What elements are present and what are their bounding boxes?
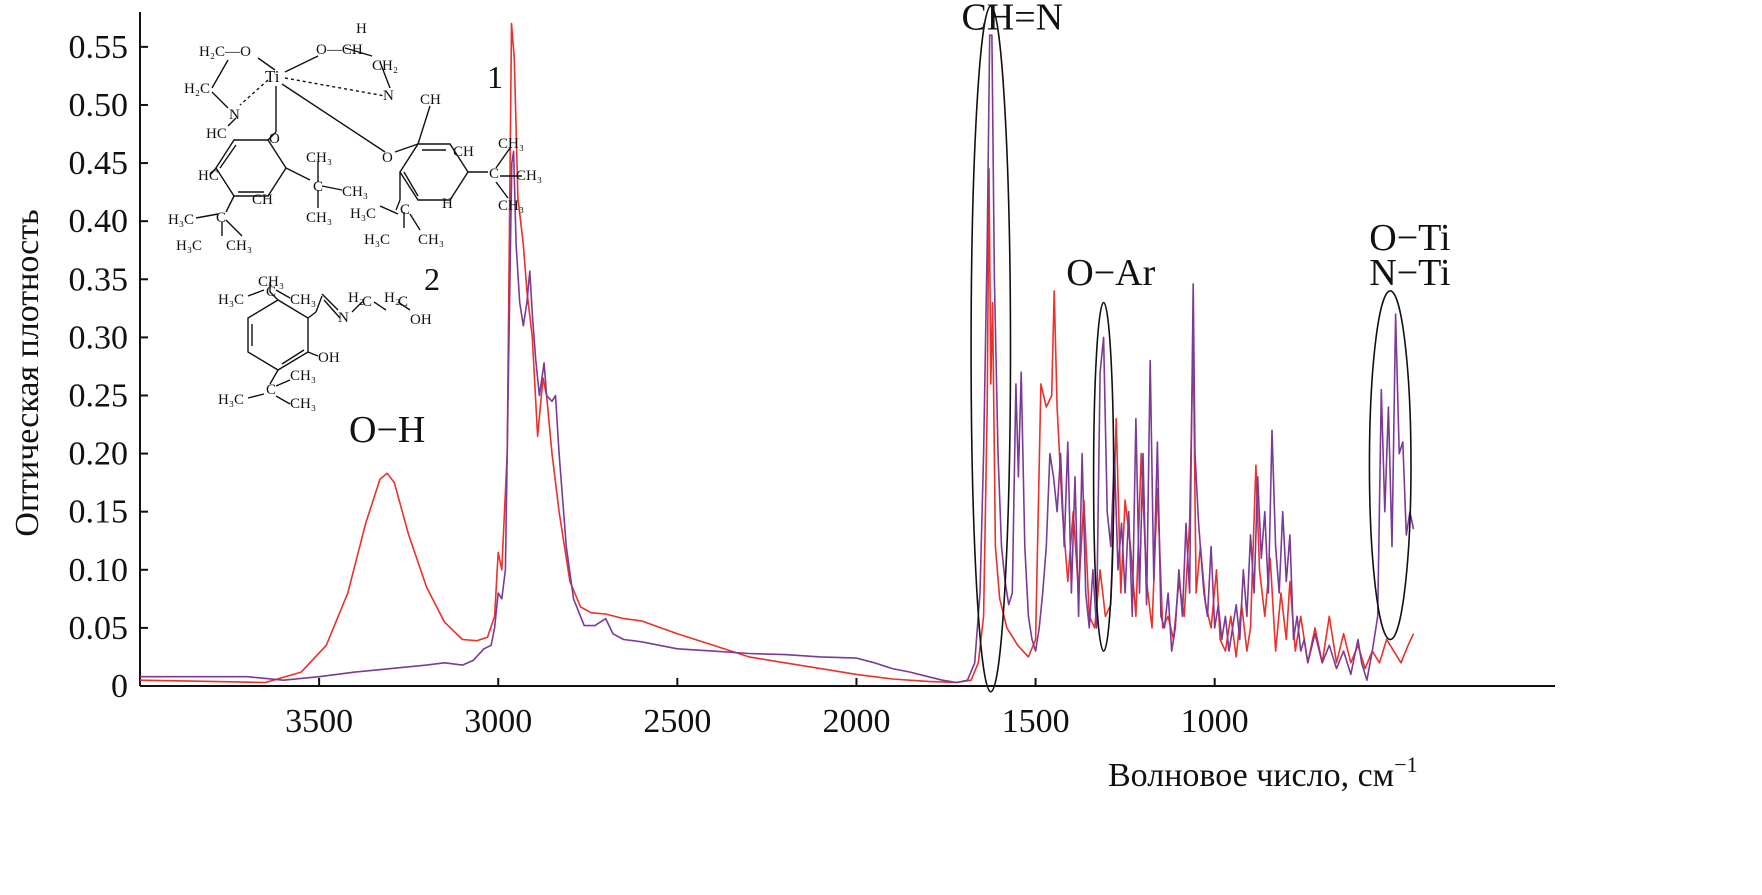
- svg-text:CH₃: CH₃: [418, 232, 444, 248]
- svg-text:H₂C—O: H₂C—O: [199, 44, 251, 60]
- svg-text:CH₃: CH₃: [290, 396, 316, 412]
- svg-text:CH₃: CH₃: [516, 168, 542, 184]
- annotation-label: O−Ar: [1066, 252, 1155, 294]
- x-axis-title: Волновое число, см−1: [1108, 752, 1418, 794]
- svg-text:CH₃: CH₃: [306, 150, 332, 166]
- y-tick-label: 0.45: [69, 145, 129, 182]
- y-tick-label: 0.20: [69, 436, 129, 473]
- highlight-ellipse-1: [970, 5, 1012, 693]
- svg-text:H₃C: H₃C: [218, 292, 244, 308]
- x-tick-label: 1000: [1181, 703, 1249, 740]
- svg-text:H₂C: H₂C: [184, 81, 210, 97]
- svg-text:CH₃: CH₃: [290, 292, 316, 308]
- axes: [139, 12, 1555, 687]
- svg-text:CH₃: CH₃: [258, 274, 284, 290]
- structure-2: [247, 282, 411, 405]
- svg-text:CH₃: CH₃: [290, 368, 316, 384]
- svg-text:HC: HC: [206, 126, 227, 142]
- svg-text:H₂: H₂: [348, 290, 364, 306]
- svg-text:C: C: [216, 210, 226, 226]
- structure-2-number: 2: [424, 261, 440, 297]
- svg-text:CH: CH: [420, 92, 441, 108]
- svg-text:H₃C: H₃C: [176, 238, 202, 254]
- x-tick-label: 3500: [285, 703, 353, 740]
- svg-text:CH₃: CH₃: [226, 238, 252, 254]
- svg-text:C: C: [398, 294, 408, 310]
- structure-1-number: 1: [487, 59, 503, 95]
- svg-text:CH₃: CH₃: [342, 184, 368, 200]
- svg-text:O: O: [382, 150, 393, 166]
- y-tick-label: 0.15: [69, 494, 129, 531]
- svg-text:C: C: [313, 179, 323, 195]
- svg-text:CH: CH: [252, 192, 273, 208]
- y-axis-title: Оптическая плотность: [9, 209, 46, 536]
- svg-text:H₃C: H₃C: [364, 232, 390, 248]
- x-ticks: 3500 3000 2500 2000 1500 1000: [285, 678, 1249, 740]
- svg-text:C: C: [266, 382, 276, 398]
- svg-text:CH₂: CH₂: [372, 58, 398, 74]
- annotation-label: CH=N: [961, 0, 1063, 38]
- highlight-ellipse-2: [1092, 301, 1115, 652]
- peak-annotations: O−H CH=N O−Ar O−TiN−Ti: [349, 0, 1451, 451]
- svg-text:CH₃: CH₃: [498, 198, 524, 214]
- svg-text:CH₃: CH₃: [498, 136, 524, 152]
- annotation-label: O−Ti: [1369, 217, 1450, 259]
- x-axis-title-sup: −1: [1394, 752, 1417, 777]
- svg-text:H₃C: H₃C: [350, 206, 376, 222]
- structure-1-labels: H₂C—O O—CH H Ti CH₂ H₂C N N HC CH O O HC…: [168, 21, 542, 254]
- svg-text:H: H: [442, 196, 453, 212]
- svg-text:O: O: [269, 131, 280, 147]
- series-line-2: [140, 34, 1415, 684]
- structure-1: [195, 47, 522, 237]
- svg-text:O—CH: O—CH: [316, 42, 363, 58]
- highlight-ellipses: [970, 5, 1412, 693]
- x-tick-label: 1500: [1002, 703, 1070, 740]
- x-axis-title-main: Волновое число, см: [1108, 757, 1394, 794]
- svg-text:Ti: Ti: [265, 67, 280, 86]
- svg-text:H: H: [356, 21, 367, 37]
- svg-text:OH: OH: [318, 350, 340, 366]
- svg-text:H₂: H₂: [384, 290, 400, 306]
- svg-text:C: C: [362, 294, 372, 310]
- x-tick-label: 2000: [822, 703, 890, 740]
- svg-text:N: N: [383, 88, 394, 104]
- svg-text:C: C: [266, 284, 276, 300]
- x-tick-label: 2500: [643, 703, 711, 740]
- y-tick-label: 0.35: [69, 261, 129, 298]
- y-ticks: 0 0.05 0.10 0.15 0.20 0.25 0.30 0.35 0.40 0.45 0.5…: [69, 29, 148, 705]
- y-tick-label: 0.10: [69, 552, 129, 589]
- y-tick-label: 0.30: [69, 319, 129, 356]
- structure-2-labels: CH₃ H₃C C CH₃ N H₂ C H₂ C OH OH H₃C C CH…: [218, 261, 440, 412]
- series-group: [139, 22, 1415, 684]
- svg-text:H₃C: H₃C: [218, 392, 244, 408]
- svg-text:H₃C: H₃C: [168, 212, 194, 228]
- y-tick-label: 0: [111, 668, 128, 705]
- y-tick-label: 0.50: [69, 87, 129, 124]
- y-tick-label: 0.05: [69, 610, 129, 647]
- svg-text:C: C: [489, 166, 499, 182]
- highlight-ellipse-3: [1368, 290, 1412, 641]
- svg-text:HC: HC: [198, 168, 219, 184]
- y-tick-label: 0.40: [69, 203, 129, 240]
- y-tick-label: 0.25: [69, 377, 129, 414]
- y-tick-label: 0.55: [69, 29, 129, 66]
- annotation-label: N−Ti: [1369, 252, 1450, 294]
- x-tick-label: 3000: [464, 703, 532, 740]
- svg-text:CH₃: CH₃: [306, 210, 332, 226]
- svg-text:C: C: [400, 202, 410, 218]
- svg-text:CH: CH: [453, 144, 474, 160]
- svg-text:OH: OH: [410, 312, 432, 328]
- svg-text:N: N: [338, 310, 349, 326]
- annotation-label: O−H: [349, 409, 425, 451]
- svg-text:N: N: [229, 107, 240, 123]
